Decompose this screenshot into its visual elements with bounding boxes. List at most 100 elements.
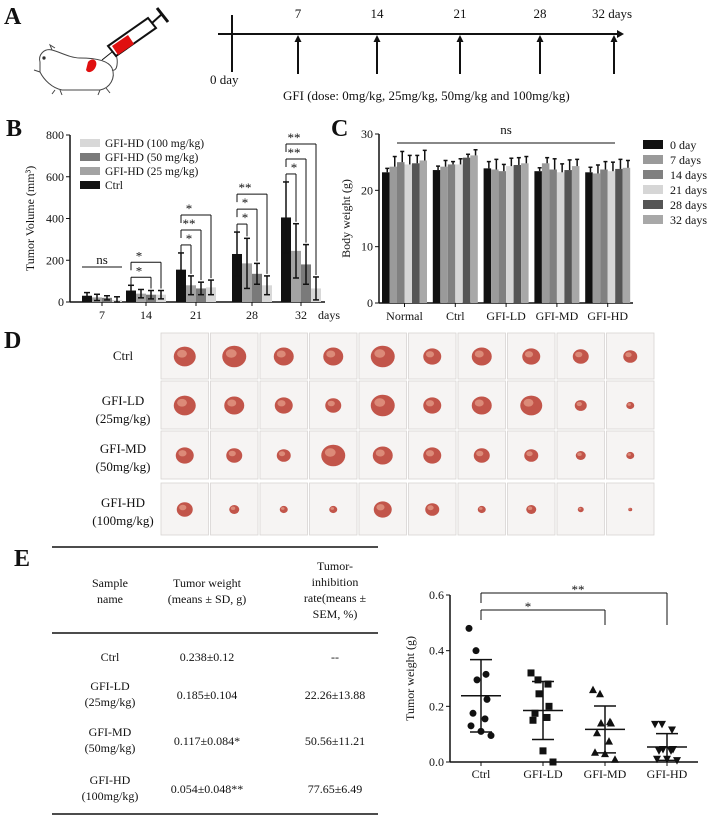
- tumor-highlight: [523, 398, 534, 407]
- significance-label: *: [186, 231, 193, 246]
- x-tick-label: 7: [99, 308, 105, 322]
- table-row: Ctrl 0.238±0.12 --: [101, 650, 339, 664]
- x-unit-label: days: [318, 308, 340, 322]
- data-point-triangle-up: [605, 737, 613, 745]
- legend-label: 32 days: [670, 213, 707, 227]
- body-weight-chart: 0 10 20 30 Normal Ctrl GFI-LD GFI-MD GFI-HD ns Bod…: [339, 122, 707, 323]
- cell-weight: 0.117±0.084*: [174, 734, 240, 748]
- arrow-head-icon: [456, 35, 464, 42]
- legend-label: 21 days: [670, 183, 707, 197]
- bar: [541, 163, 550, 303]
- significance-label: **: [239, 180, 252, 195]
- bar: [281, 217, 291, 302]
- cell-weight: 0.238±0.12: [180, 650, 235, 664]
- significance-label: *: [242, 195, 249, 210]
- panel-c-label: C: [331, 116, 348, 142]
- tumor-highlight: [575, 351, 583, 358]
- tumor-highlight: [277, 400, 286, 407]
- bar: [470, 155, 478, 303]
- row-label-ld-dose: (25mg/kg): [96, 411, 151, 426]
- bar: [564, 170, 572, 303]
- legend-swatch: [80, 153, 100, 161]
- tumor-highlight: [577, 452, 582, 456]
- legend-label: GFI-HD (25 mg/kg): [105, 166, 198, 178]
- significance-label: **: [183, 216, 196, 231]
- cell-name-dose: (25mg/kg): [85, 695, 136, 709]
- timeline-tick-32: 32 days: [592, 6, 632, 21]
- significance-label: *: [525, 599, 532, 614]
- arrow-head-icon: [294, 35, 302, 42]
- row-label-ld: GFI-LD: [102, 393, 145, 408]
- tumor-highlight: [326, 350, 336, 358]
- y-tick-label: 800: [46, 128, 64, 142]
- bar: [521, 163, 529, 303]
- syringe-icon: [101, 7, 170, 61]
- cell-name: GFI-LD: [90, 679, 130, 693]
- mouse-with-syringe-icon: [33, 43, 118, 96]
- bar: [462, 157, 471, 303]
- x-tick-label: GFI-HD: [647, 767, 688, 781]
- bar: [491, 169, 499, 303]
- data-point-triangle-down: [651, 720, 659, 729]
- significance-label: *: [136, 263, 143, 278]
- tumor-highlight: [628, 508, 631, 510]
- tumor-volume-chart: 0 200 400 600 800 7 14 21 28 32 days Tumor Volume (…: [23, 128, 340, 322]
- y-axis-label: Tumor Volume (mm³): [23, 166, 37, 271]
- tumor-highlight: [324, 448, 336, 457]
- bar: [549, 169, 557, 303]
- bar: [483, 168, 492, 303]
- data-point-triangle-down: [667, 747, 675, 755]
- bar: [252, 273, 262, 302]
- y-tick-label: 200: [46, 253, 64, 267]
- cell-rate: 50.56±11.21: [305, 734, 365, 748]
- legend-label: 28 days: [670, 198, 707, 212]
- tumor-highlight: [280, 507, 285, 510]
- legend-swatch: [643, 185, 663, 194]
- timeline-tick-7: 7: [295, 6, 302, 21]
- data-point-square: [544, 680, 552, 688]
- data-point-circle: [481, 715, 489, 723]
- bar: [534, 171, 542, 303]
- tumor-photo-grid: Ctrl GFI-LD (25mg/kg) GFI-MD (50mg/kg) G…: [92, 332, 655, 536]
- tumor-highlight: [425, 450, 435, 457]
- significance-label: **: [288, 145, 301, 160]
- tumor-highlight: [578, 507, 582, 510]
- tumor-highlight: [177, 398, 187, 407]
- legend-label: 0 day: [670, 138, 696, 152]
- significance-label: *: [242, 210, 249, 225]
- timeline-tick-14: 14: [371, 6, 385, 21]
- y-axis-label: Tumor weight (g): [403, 636, 417, 721]
- tumor-highlight: [476, 450, 484, 457]
- header-rate-line2: inhibition: [312, 575, 359, 589]
- tumor-highlight: [627, 403, 632, 406]
- timeline-tick-21: 21: [454, 6, 467, 21]
- arrow-head-icon: [536, 35, 544, 42]
- x-tick-label: Ctrl: [446, 309, 465, 323]
- legend-label: GFI-HD (100 mg/kg): [105, 138, 204, 150]
- tumor-highlight: [625, 352, 632, 358]
- tumor-highlight: [227, 399, 237, 407]
- timeline-tick-28: 28: [534, 6, 547, 21]
- bar: [432, 170, 441, 303]
- tumor-highlight: [425, 351, 435, 358]
- y-tick-label: 20: [361, 183, 373, 197]
- data-point-triangle-down: [668, 726, 676, 734]
- x-tick-label: 28: [246, 308, 258, 322]
- timeline: 7 14 21 28 32 days 0 day GFI (dose: 0mg/…: [210, 6, 632, 103]
- cell-rate: 77.65±6.49: [308, 782, 363, 796]
- tumor-highlight: [278, 451, 286, 457]
- data-point-triangle-up: [597, 719, 605, 727]
- cell-rate: --: [331, 650, 339, 664]
- x-tick-label: Normal: [386, 309, 423, 323]
- panel-e-label: E: [14, 546, 30, 572]
- data-point-square: [534, 676, 542, 684]
- tumor-mark-icon: [86, 59, 97, 73]
- significance-label: **: [572, 582, 585, 597]
- legend-swatch: [643, 170, 663, 179]
- cell-weight: 0.054±0.048**: [171, 782, 244, 796]
- tumor-highlight: [374, 349, 386, 358]
- y-tick-label: 400: [46, 212, 64, 226]
- tumor-highlight: [526, 451, 533, 457]
- data-point-triangle-up: [593, 728, 601, 737]
- arrow-head-icon: [610, 35, 618, 42]
